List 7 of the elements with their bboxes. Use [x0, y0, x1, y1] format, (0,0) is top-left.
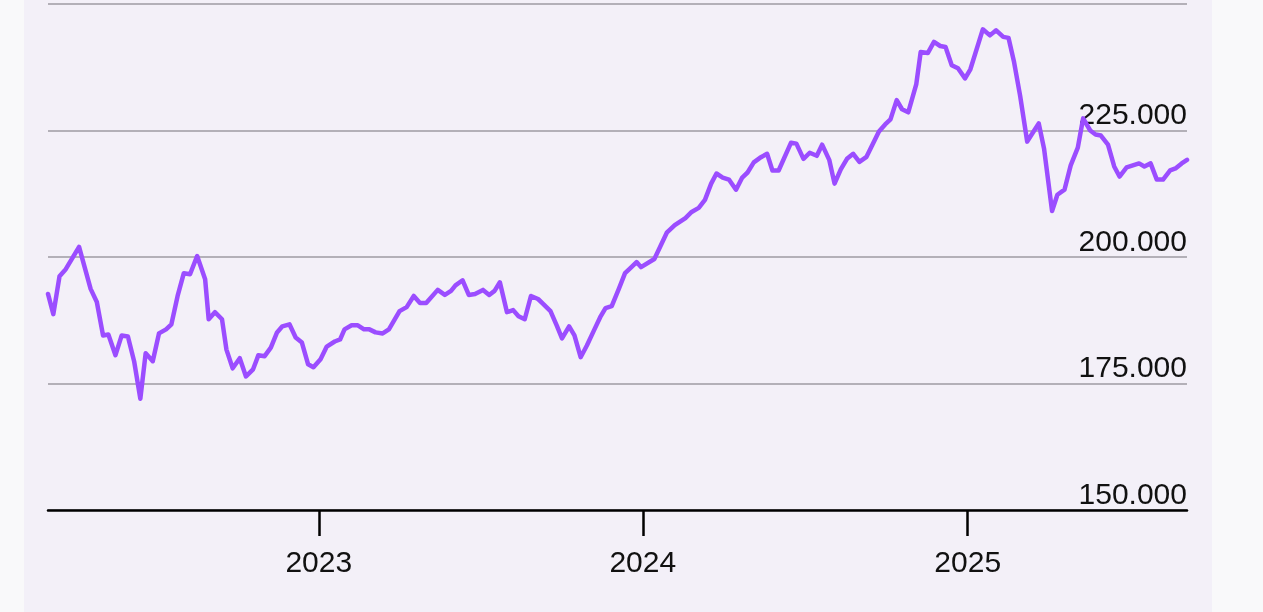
x-tick-label: 2024 — [609, 544, 677, 578]
y-tick-label: 175.000 — [1078, 350, 1187, 383]
x-tick-label: 2023 — [285, 544, 353, 578]
y-tick-label: 225.000 — [1078, 97, 1187, 130]
y-tick-label: 200.000 — [1078, 223, 1187, 257]
y-tick-label: 150.000 — [1078, 476, 1187, 510]
x-tick-label: 2025 — [934, 544, 1002, 578]
